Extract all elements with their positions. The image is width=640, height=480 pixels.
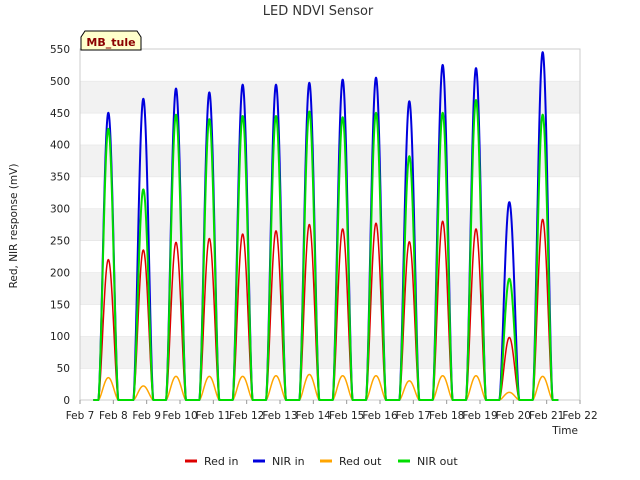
series-line-nir-out <box>92 99 560 401</box>
x-tick-label: Feb 12 <box>229 410 264 422</box>
grid-band <box>80 49 580 81</box>
y-tick-label: 0 <box>63 395 70 407</box>
grid-band <box>80 144 580 177</box>
grid-band <box>80 304 580 337</box>
x-tick-label: Feb 9 <box>132 410 161 422</box>
x-tick-label: Feb 16 <box>362 410 398 422</box>
y-axis: 0 50 100 150 200 250 300 350 400 450 500 550 <box>50 44 70 407</box>
legend-label: Red out <box>339 455 382 468</box>
legend-label: Red in <box>204 455 238 468</box>
x-tick-label: Feb 8 <box>99 410 128 422</box>
legend-label: NIR out <box>417 455 458 468</box>
y-tick-label: 450 <box>50 108 70 120</box>
legend-label: NIR in <box>272 455 305 468</box>
y-tick-label: 250 <box>50 235 70 247</box>
x-tick-label: Feb 10 <box>162 410 197 422</box>
site-label: MB_tule <box>86 36 135 49</box>
legend: Red in NIR in Red out NIR out <box>185 455 458 468</box>
grid-bands <box>80 48 580 400</box>
y-tick-label: 350 <box>50 172 70 184</box>
grid-band <box>80 176 580 209</box>
x-axis-label: Time <box>551 425 578 437</box>
x-tick-label: Feb 13 <box>262 410 297 422</box>
series-layer <box>92 51 560 401</box>
x-tick-label: Feb 21 <box>529 410 564 422</box>
y-tick-label: 200 <box>50 267 70 279</box>
y-tick-label: 150 <box>50 299 70 311</box>
x-tick-label: Feb 11 <box>196 410 231 422</box>
x-tick-label: Feb 7 <box>66 410 95 422</box>
x-tick-label: Feb 22 <box>562 410 597 422</box>
grid-band <box>80 272 580 305</box>
y-tick-label: 50 <box>57 363 70 375</box>
chart-title: LED NDVI Sensor <box>263 4 374 19</box>
x-tick-label: Feb 18 <box>429 410 464 422</box>
y-tick-label: 100 <box>50 331 70 343</box>
y-tick-label: 300 <box>50 204 70 216</box>
x-tick-label: Feb 19 <box>462 410 497 422</box>
site-badge: MB_tule <box>80 30 142 51</box>
grid-band <box>80 368 580 400</box>
x-tick-label: Feb 14 <box>296 410 332 422</box>
y-tick-label: 400 <box>50 140 70 152</box>
grid-band <box>80 208 580 241</box>
grid-band <box>80 240 580 273</box>
x-tick-label: Feb 15 <box>329 410 364 422</box>
site-badge-box <box>80 30 142 51</box>
y-tick-label: 550 <box>50 44 70 56</box>
grid-band <box>80 80 580 113</box>
x-tick-label: Feb 17 <box>396 410 431 422</box>
x-tick-label: Feb 20 <box>496 410 531 422</box>
grid-band <box>80 112 580 145</box>
y-axis-label: Red, NIR response (mV) <box>8 164 20 289</box>
grid-band <box>80 336 580 369</box>
y-tick-label: 500 <box>50 76 70 88</box>
